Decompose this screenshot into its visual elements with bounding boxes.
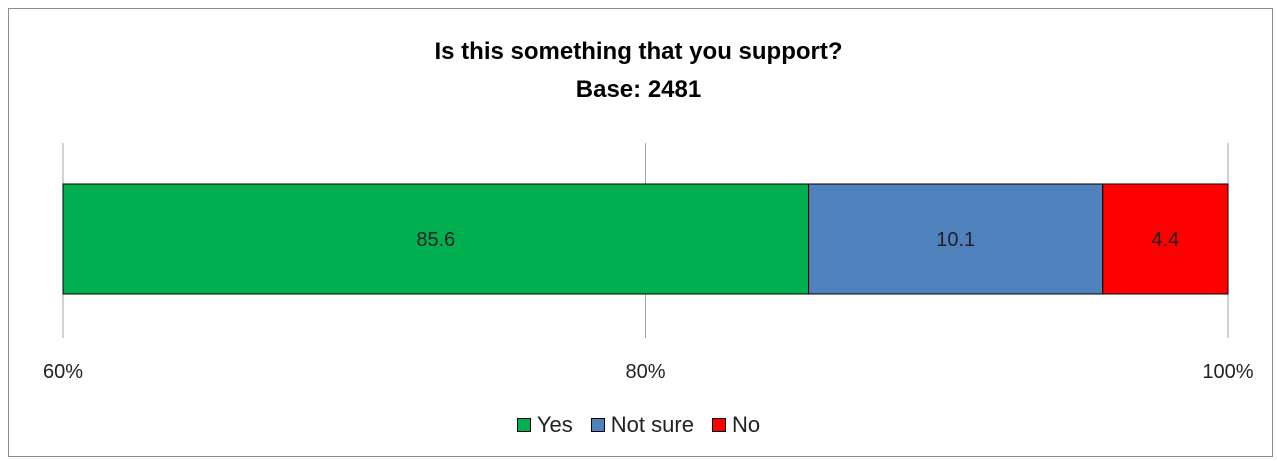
- legend-label-yes: Yes: [536, 412, 573, 437]
- legend-swatch-yes: [516, 418, 531, 432]
- bar-segment-no: [1102, 183, 1229, 295]
- legend-item-no: No: [711, 412, 761, 438]
- bar-segment-not-sure: [808, 183, 1104, 295]
- legend-item-not-sure: Not sure: [590, 412, 694, 438]
- data-label-no: 4.4: [1151, 229, 1179, 251]
- chart-title: Is this something that you support?: [434, 38, 843, 65]
- x-tick-label-0: 60%: [43, 361, 83, 383]
- legend-item-yes: Yes: [516, 412, 573, 438]
- bar-segment-yes: [62, 183, 810, 295]
- chart-legend: Yes Not sure No: [0, 412, 1277, 438]
- legend-swatch-not-sure: [590, 418, 605, 432]
- data-label-yes: 85.6: [416, 229, 455, 251]
- data-label-not-sure: 10.1: [936, 229, 975, 251]
- legend-label-not-sure: Not sure: [610, 412, 694, 437]
- legend-label-no: No: [731, 412, 761, 437]
- legend-swatch-no: [711, 418, 726, 432]
- x-tick-label-2: 100%: [1202, 361, 1253, 383]
- chart-subtitle: Base: 2481: [575, 76, 702, 103]
- x-tick-label-1: 80%: [625, 361, 665, 383]
